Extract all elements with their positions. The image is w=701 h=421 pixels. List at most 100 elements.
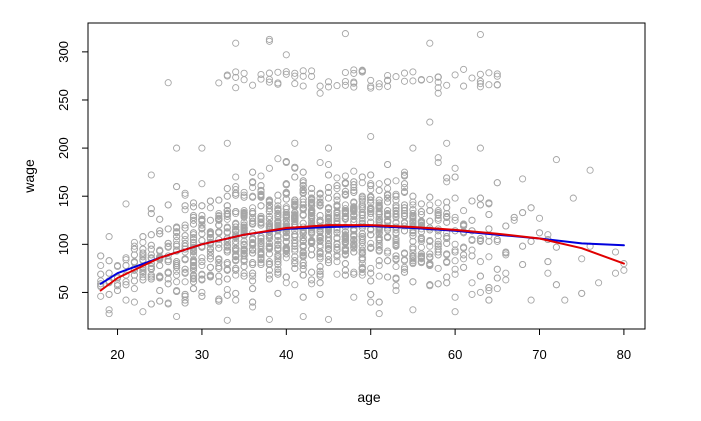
data-point	[544, 269, 552, 277]
data-point	[105, 257, 113, 265]
data-point	[299, 259, 307, 267]
data-point	[358, 250, 366, 258]
data-point	[392, 238, 400, 246]
data-point	[240, 247, 248, 255]
data-point	[223, 210, 231, 219]
data-point	[384, 249, 392, 257]
data-point	[189, 235, 198, 244]
data-point	[308, 209, 316, 218]
data-point	[417, 243, 425, 251]
data-point	[409, 209, 417, 218]
data-point	[367, 84, 375, 92]
data-point	[265, 37, 273, 45]
data-point	[198, 230, 206, 238]
data-point	[249, 303, 257, 311]
data-point	[257, 219, 265, 227]
data-point	[249, 269, 257, 277]
data-point	[291, 69, 299, 77]
data-point	[493, 285, 501, 293]
data-point	[392, 202, 400, 210]
data-point	[232, 289, 240, 297]
data-point	[274, 232, 282, 240]
data-point	[189, 231, 198, 239]
data-point	[552, 281, 560, 289]
data-point	[173, 233, 181, 241]
data-point	[308, 280, 316, 288]
data-point	[265, 75, 273, 83]
data-point	[232, 220, 240, 228]
data-point	[426, 193, 434, 201]
data-point	[105, 233, 113, 241]
data-point	[485, 199, 493, 207]
data-point	[147, 231, 155, 239]
data-point	[249, 204, 257, 212]
data-point	[122, 281, 130, 289]
data-point	[384, 209, 392, 218]
data-point	[426, 281, 434, 289]
data-point	[350, 248, 358, 256]
data-point	[291, 80, 299, 88]
data-point	[189, 262, 198, 271]
data-point	[519, 260, 527, 269]
data-point	[409, 217, 417, 225]
data-point	[358, 246, 366, 254]
x-tick-label: 40	[279, 347, 293, 362]
data-point	[384, 217, 392, 225]
data-point	[265, 69, 273, 77]
data-point	[476, 201, 484, 209]
data-point	[173, 261, 181, 270]
data-point	[274, 251, 282, 259]
data-point	[434, 237, 442, 245]
data-point	[97, 270, 105, 278]
data-point	[249, 178, 257, 186]
data-point	[468, 252, 476, 260]
data-point	[409, 192, 417, 200]
data-point	[156, 230, 164, 238]
data-point	[527, 204, 535, 212]
data-point	[324, 211, 333, 220]
data-point	[257, 260, 265, 269]
data-point	[249, 219, 257, 227]
data-point	[350, 240, 358, 248]
data-point	[324, 194, 333, 202]
data-point	[434, 73, 442, 81]
data-point	[400, 212, 409, 220]
data-point	[324, 83, 333, 91]
data-point	[274, 221, 282, 229]
data-point	[400, 268, 409, 276]
data-point	[274, 205, 282, 213]
data-point	[333, 211, 341, 220]
data-point	[189, 203, 198, 211]
data-point	[451, 246, 459, 254]
data-point	[299, 242, 307, 250]
data-point	[147, 205, 155, 213]
data-point	[611, 269, 620, 277]
data-point	[375, 199, 383, 207]
data-point	[249, 183, 257, 192]
data-point	[291, 264, 299, 272]
data-point	[358, 236, 366, 245]
data-point	[215, 278, 223, 286]
data-point	[409, 278, 417, 286]
data-point	[468, 197, 476, 205]
data-point	[324, 234, 333, 242]
data-point	[232, 191, 240, 199]
data-point	[341, 266, 349, 274]
data-point	[333, 196, 341, 204]
data-point	[282, 68, 290, 76]
data-point	[434, 209, 442, 217]
data-point	[274, 209, 282, 218]
data-point	[316, 234, 324, 243]
data-point	[215, 262, 223, 271]
data-point	[316, 255, 324, 263]
data-point	[164, 256, 172, 264]
data-point	[299, 312, 307, 321]
data-point	[434, 78, 442, 86]
data-point	[240, 269, 248, 277]
data-point	[257, 251, 265, 259]
data-point	[358, 242, 366, 250]
data-point	[130, 271, 138, 279]
data-point	[215, 297, 223, 305]
data-point	[299, 229, 307, 237]
data-point	[240, 226, 248, 234]
